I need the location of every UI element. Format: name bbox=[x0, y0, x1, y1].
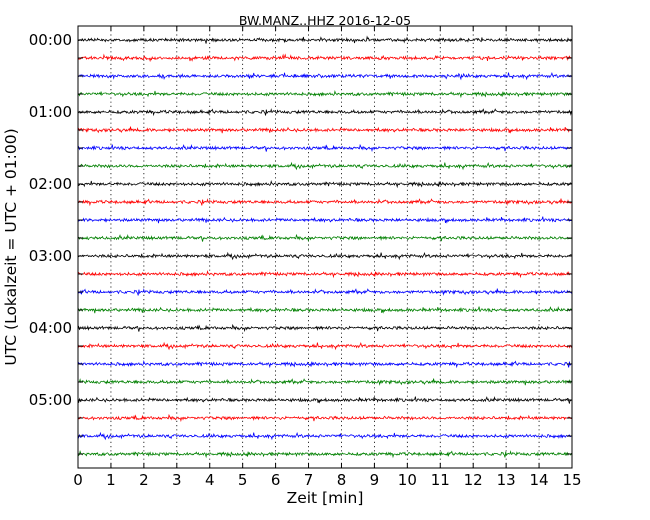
trace-line bbox=[77, 108, 572, 117]
trace-line bbox=[77, 143, 572, 153]
y-tick-label: 00:00 bbox=[29, 31, 72, 49]
trace-line bbox=[77, 431, 572, 441]
x-tick-label: 7 bbox=[304, 471, 314, 489]
trace-line bbox=[77, 53, 572, 63]
x-axis: 0 1 2 3 4 5 6 7 8 9 10 11 12 13 14 15 bbox=[73, 26, 582, 489]
x-tick-label: 3 bbox=[172, 471, 182, 489]
y-tick-label: 02:00 bbox=[29, 175, 72, 193]
trace-line bbox=[77, 216, 572, 224]
y-tick-label: 03:00 bbox=[29, 247, 72, 265]
y-tick-label: 05:00 bbox=[29, 391, 72, 409]
x-tick-label: 8 bbox=[337, 471, 347, 489]
x-tick-label: 11 bbox=[431, 471, 450, 489]
trace-line bbox=[77, 378, 572, 386]
chart-title: BW.MANZ..HHZ 2016-12-05 bbox=[239, 13, 411, 28]
trace-line bbox=[77, 198, 572, 207]
y-axis: 00:00 01:00 02:00 03:00 04:00 05:00 bbox=[29, 31, 572, 455]
plot-frame bbox=[77, 25, 573, 469]
y-tick-label: 01:00 bbox=[29, 103, 72, 121]
grid-lines bbox=[110, 26, 540, 468]
trace-line bbox=[77, 360, 572, 369]
x-axis-label: Zeit [min] bbox=[287, 489, 364, 507]
trace-line bbox=[77, 395, 572, 404]
x-tick-label: 5 bbox=[238, 471, 248, 489]
x-tick-label: 13 bbox=[497, 471, 516, 489]
trace-line bbox=[77, 90, 572, 99]
trace-line bbox=[77, 71, 572, 81]
y-axis-label: UTC (Lokalzeit = UTC + 01:00) bbox=[2, 128, 20, 365]
x-tick-label: 0 bbox=[73, 471, 83, 489]
x-tick-label: 14 bbox=[530, 471, 549, 489]
trace-line bbox=[77, 251, 572, 261]
y-tick-label: 04:00 bbox=[29, 319, 72, 337]
trace-line bbox=[77, 305, 572, 314]
x-tick-label: 6 bbox=[271, 471, 281, 489]
trace-line bbox=[77, 450, 572, 459]
x-tick-label: 12 bbox=[464, 471, 483, 489]
trace-line bbox=[77, 180, 572, 189]
x-tick-label: 4 bbox=[205, 471, 215, 489]
traces bbox=[77, 35, 572, 459]
trace-line bbox=[77, 233, 572, 243]
x-tick-label: 10 bbox=[398, 471, 417, 489]
x-tick-label: 9 bbox=[370, 471, 380, 489]
trace-line bbox=[77, 270, 572, 279]
x-tick-label: 2 bbox=[139, 471, 149, 489]
trace-line bbox=[77, 126, 572, 134]
trace-line bbox=[77, 35, 572, 44]
x-tick-label: 1 bbox=[106, 471, 116, 489]
trace-line bbox=[77, 323, 572, 333]
trace-line bbox=[77, 341, 572, 351]
x-tick-label: 15 bbox=[562, 471, 581, 489]
trace-line bbox=[77, 161, 572, 171]
trace-line bbox=[77, 288, 572, 296]
trace-line bbox=[77, 413, 572, 423]
